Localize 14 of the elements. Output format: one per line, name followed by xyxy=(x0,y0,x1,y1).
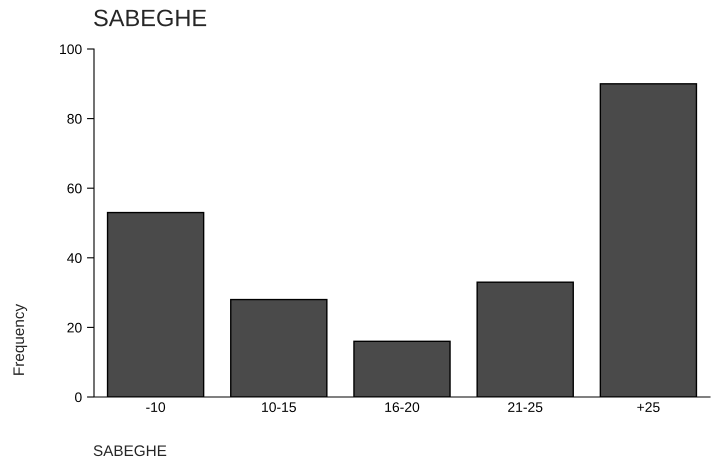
y-axis-title: Frequency xyxy=(13,304,28,375)
y-tick-label: 60 xyxy=(67,184,82,194)
chart-title: SABEGHE xyxy=(94,10,206,26)
y-tick-label: 0 xyxy=(75,392,82,402)
y-tick-label: 100 xyxy=(60,44,82,54)
x-tick-label: 10-15 xyxy=(262,402,296,412)
x-tick-label: -10 xyxy=(146,402,166,412)
x-axis-title: SABEGHE xyxy=(94,445,166,456)
y-tick-label: 40 xyxy=(67,253,82,263)
y-tick-label: 80 xyxy=(67,114,82,124)
x-tick-label: +25 xyxy=(637,402,660,412)
y-tick-label: 20 xyxy=(67,322,82,333)
x-tick-label: 21-25 xyxy=(508,402,542,412)
x-tick-label: 16-20 xyxy=(385,402,420,412)
